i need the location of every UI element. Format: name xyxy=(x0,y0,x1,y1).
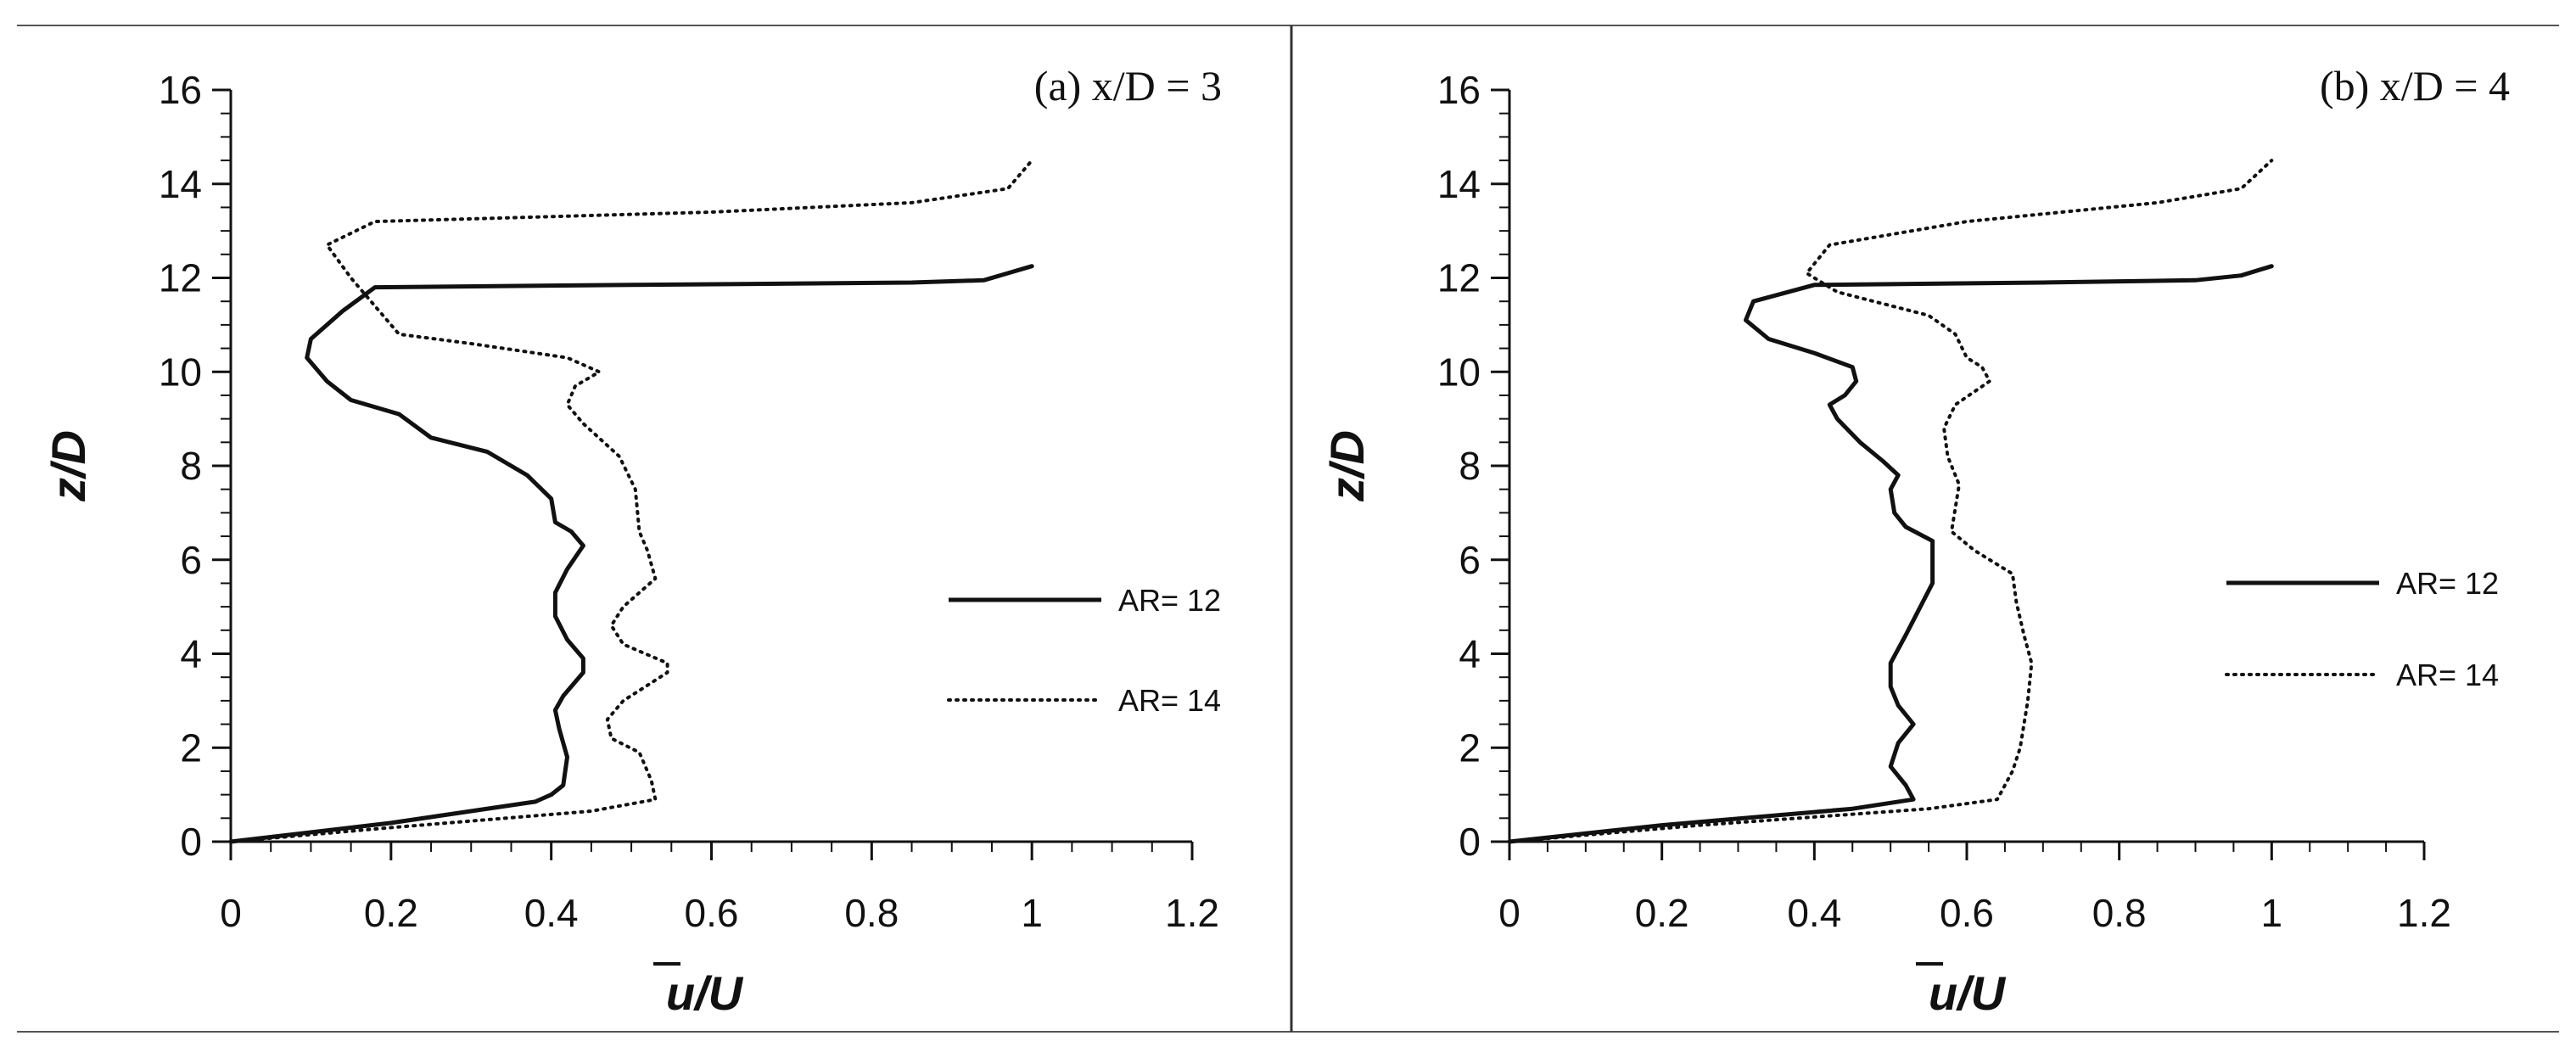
x-tick-label: 0.8 xyxy=(844,891,899,935)
y-tick-label: 16 xyxy=(159,68,202,112)
x-axis-label: u/U xyxy=(1929,966,2007,1020)
x-tick-label: 1 xyxy=(1021,891,1043,935)
x-tick-label: 1.2 xyxy=(2397,891,2451,935)
panel-b: 0 2 4 6 8 10 12 14 16 0 0.2 0.4 0.6 0.8 1 1.2 z/D u/U (b) … xyxy=(1320,62,2510,1020)
x-tick-label: 0.2 xyxy=(1635,891,1689,935)
y-tick-label: 16 xyxy=(1437,68,1481,112)
y-tick-label: 4 xyxy=(1459,632,1481,676)
y-axis-label: z/D xyxy=(1320,430,1374,502)
legend-label: AR= 12 xyxy=(1118,583,1221,618)
y-tick-label: 8 xyxy=(1459,444,1481,488)
y-tick-label: 10 xyxy=(1437,350,1481,394)
panel-a: 0 2 4 6 8 10 12 14 16 0 0.2 0.4 0.6 0.8 1 1.2 z/D u/U (a) … xyxy=(42,62,1222,1020)
y-tick-label: 0 xyxy=(180,820,202,864)
x-tick-label: 0.8 xyxy=(2092,891,2147,935)
x-tick-label: 0 xyxy=(1498,891,1520,935)
x-tick-label: 0.2 xyxy=(364,891,418,935)
series-line-ar-12 xyxy=(228,264,1034,844)
y-tick-label: 14 xyxy=(159,162,202,206)
series-line-ar-12 xyxy=(1507,264,2274,844)
y-tick-label: 0 xyxy=(1459,820,1481,864)
series-line-ar-14 xyxy=(229,159,1034,843)
legend-label: AR= 14 xyxy=(2396,658,2499,692)
x-tick-label: 0.6 xyxy=(685,891,739,935)
x-tick-label: 0.6 xyxy=(1940,891,1994,935)
y-tick-label: 10 xyxy=(159,350,202,394)
y-tick-label: 14 xyxy=(1437,162,1481,206)
y-tick-label: 6 xyxy=(1459,538,1481,582)
y-tick-label: 6 xyxy=(180,538,202,582)
x-tick-label: 1 xyxy=(2261,891,2283,935)
series-line-ar-14 xyxy=(1508,159,2274,843)
y-tick-label: 12 xyxy=(159,256,202,300)
x-axis-label: u/U xyxy=(666,966,744,1020)
y-tick-label: 2 xyxy=(180,725,202,770)
legend-label: AR= 14 xyxy=(1118,683,1221,718)
legend-label: AR= 12 xyxy=(2396,566,2499,601)
panel-title: (a) x/D = 3 xyxy=(1034,62,1222,109)
y-tick-label: 8 xyxy=(180,444,202,488)
y-tick-label: 4 xyxy=(180,632,202,676)
y-axis-label: z/D xyxy=(42,430,95,502)
y-tick-label: 2 xyxy=(1459,725,1481,770)
x-tick-label: 0.4 xyxy=(1787,891,1841,935)
x-tick-label: 1.2 xyxy=(1165,891,1219,935)
y-tick-label: 12 xyxy=(1437,256,1481,300)
x-tick-label: 0.4 xyxy=(524,891,579,935)
x-tick-label: 0 xyxy=(220,891,242,935)
panel-title: (b) x/D = 4 xyxy=(2320,62,2510,109)
